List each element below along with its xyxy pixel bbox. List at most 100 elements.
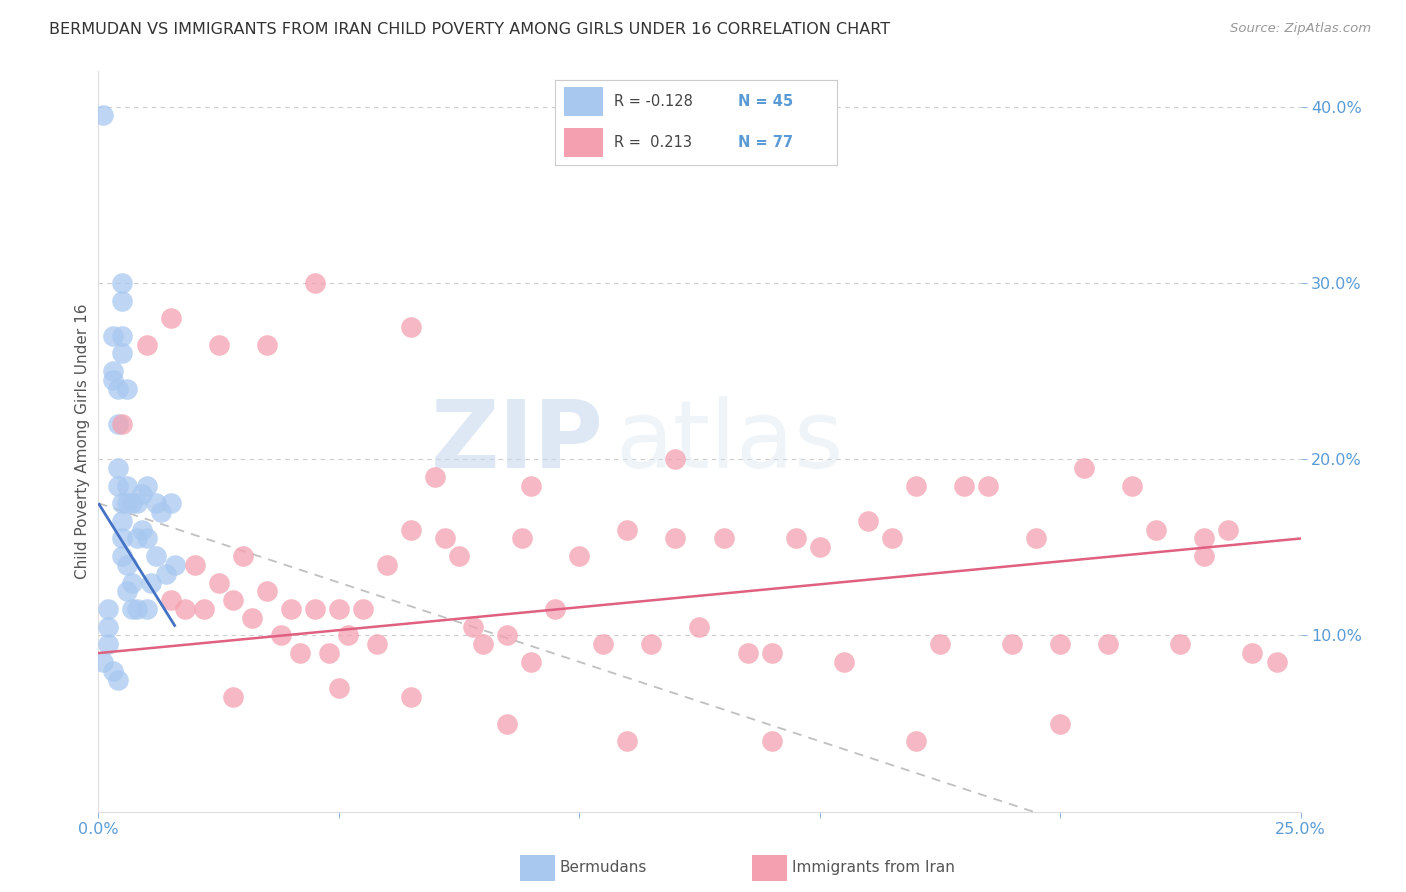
Point: [496, 716, 519, 731]
Point: [375, 558, 398, 572]
Point: [117, 584, 139, 599]
Point: [1144, 523, 1167, 537]
Point: [141, 575, 163, 590]
Point: [208, 575, 231, 590]
Point: [174, 602, 197, 616]
Point: [352, 602, 374, 616]
Point: [107, 478, 129, 492]
Point: [222, 690, 245, 705]
Point: [101, 364, 124, 378]
Point: [1194, 532, 1216, 546]
Point: [117, 478, 139, 492]
Point: [290, 646, 312, 660]
Point: [101, 664, 124, 678]
Point: [318, 646, 340, 660]
Point: [149, 505, 172, 519]
Point: [111, 549, 134, 563]
Point: [904, 734, 927, 748]
Point: [568, 549, 591, 563]
Point: [399, 690, 422, 705]
Point: [664, 452, 686, 467]
Point: [111, 532, 134, 546]
Point: [155, 566, 177, 581]
Text: Source: ZipAtlas.com: Source: ZipAtlas.com: [1230, 22, 1371, 36]
Point: [159, 593, 181, 607]
Point: [193, 602, 215, 616]
Point: [856, 514, 879, 528]
Point: [111, 496, 134, 510]
Point: [145, 496, 167, 510]
Point: [101, 328, 124, 343]
FancyBboxPatch shape: [564, 87, 603, 116]
Text: atlas: atlas: [616, 395, 844, 488]
Point: [1194, 549, 1216, 563]
Point: [131, 523, 153, 537]
Point: [544, 602, 567, 616]
Point: [125, 496, 148, 510]
Point: [135, 602, 157, 616]
Point: [1218, 523, 1240, 537]
Point: [131, 487, 153, 501]
Point: [1241, 646, 1264, 660]
Point: [159, 496, 181, 510]
Point: [713, 532, 735, 546]
Point: [97, 619, 120, 633]
Point: [121, 496, 143, 510]
Point: [689, 619, 711, 633]
Point: [1049, 716, 1071, 731]
Point: [208, 337, 231, 351]
Point: [328, 602, 350, 616]
Point: [880, 532, 903, 546]
Point: [121, 602, 143, 616]
Point: [107, 673, 129, 687]
Point: [616, 734, 638, 748]
Point: [125, 532, 148, 546]
Text: BERMUDAN VS IMMIGRANTS FROM IRAN CHILD POVERTY AMONG GIRLS UNDER 16 CORRELATION : BERMUDAN VS IMMIGRANTS FROM IRAN CHILD P…: [49, 22, 890, 37]
Point: [1170, 637, 1192, 651]
Point: [447, 549, 470, 563]
Point: [1121, 478, 1143, 492]
Point: [117, 496, 139, 510]
Point: [159, 311, 181, 326]
Point: [145, 549, 167, 563]
Point: [107, 461, 129, 475]
Point: [510, 532, 533, 546]
Point: [1025, 532, 1047, 546]
Point: [737, 646, 759, 660]
Point: [463, 619, 485, 633]
Point: [592, 637, 614, 651]
Point: [111, 328, 134, 343]
Text: N = 45: N = 45: [738, 94, 793, 109]
Point: [135, 478, 157, 492]
Point: [1097, 637, 1119, 651]
Point: [165, 558, 187, 572]
Point: [121, 575, 143, 590]
Point: [1265, 655, 1288, 669]
Text: Bermudans: Bermudans: [560, 860, 647, 874]
Point: [135, 532, 157, 546]
Point: [97, 637, 120, 651]
Point: [1049, 637, 1071, 651]
Point: [640, 637, 662, 651]
Point: [808, 541, 831, 555]
Text: ZIP: ZIP: [430, 395, 603, 488]
Point: [433, 532, 456, 546]
Point: [399, 523, 422, 537]
Point: [135, 337, 157, 351]
Point: [761, 734, 783, 748]
Point: [111, 417, 134, 431]
Point: [616, 523, 638, 537]
Point: [107, 417, 129, 431]
Text: R =  0.213: R = 0.213: [614, 135, 692, 150]
Point: [91, 108, 114, 122]
FancyBboxPatch shape: [564, 128, 603, 157]
Point: [125, 602, 148, 616]
Point: [107, 382, 129, 396]
Point: [953, 478, 976, 492]
Point: [304, 602, 326, 616]
Point: [256, 337, 278, 351]
Point: [111, 514, 134, 528]
Point: [91, 655, 114, 669]
Point: [304, 276, 326, 290]
Point: [240, 611, 263, 625]
